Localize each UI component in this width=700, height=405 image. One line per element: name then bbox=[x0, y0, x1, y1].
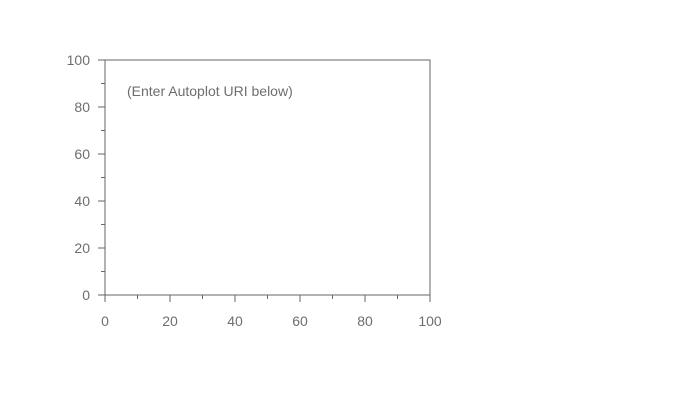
y-tick-label: 80 bbox=[74, 99, 90, 115]
y-tick-label: 100 bbox=[67, 52, 91, 68]
y-tick-label: 60 bbox=[74, 146, 90, 162]
plot-annotation: (Enter Autoplot URI below) bbox=[127, 83, 293, 99]
x-tick-label: 0 bbox=[101, 313, 109, 329]
x-tick-label: 100 bbox=[418, 313, 442, 329]
x-tick-label: 80 bbox=[357, 313, 373, 329]
y-tick-label: 40 bbox=[74, 193, 90, 209]
y-axis: 0 20 40 60 80 100 bbox=[67, 52, 105, 303]
y-tick-label: 0 bbox=[82, 287, 90, 303]
y-tick-label: 20 bbox=[74, 240, 90, 256]
x-tick-label: 40 bbox=[227, 313, 243, 329]
x-tick-label: 20 bbox=[162, 313, 178, 329]
x-tick-label: 60 bbox=[292, 313, 308, 329]
x-axis: 0 20 40 60 80 100 bbox=[101, 295, 442, 329]
